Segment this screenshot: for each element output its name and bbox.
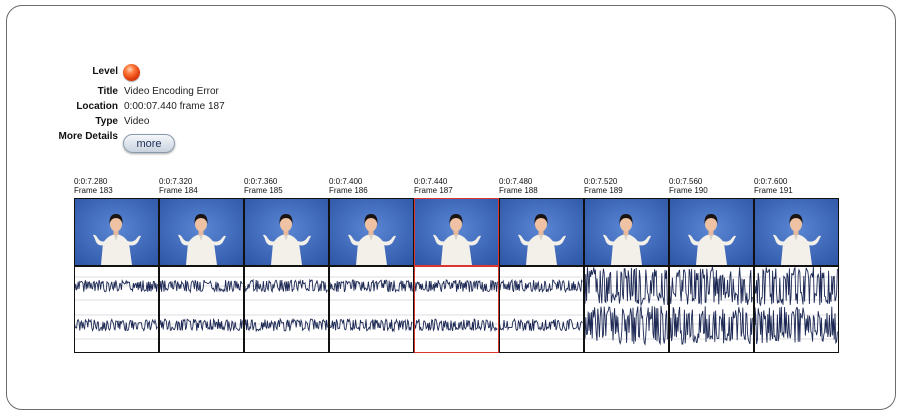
frame-header: 0:0:7.360 Frame 185 — [244, 177, 283, 195]
presenter-frame-image — [75, 199, 158, 265]
frame-header: 0:0:7.440 Frame 187 — [414, 177, 453, 195]
frame-column[interactable]: 0:0:7.600 Frame 191 — [754, 177, 839, 353]
level-label: Level — [92, 66, 118, 77]
frame-header: 0:0:7.480 Frame 188 — [499, 177, 538, 195]
frame-number: Frame 188 — [499, 186, 538, 195]
waveform-graph — [330, 276, 413, 340]
title-row: Title Video Encoding Error — [0, 85, 300, 99]
frame-number: Frame 190 — [669, 186, 708, 195]
frame-number: Frame 183 — [74, 186, 113, 195]
error-level-indicator-icon — [123, 64, 140, 81]
frame-header: 0:0:7.320 Frame 184 — [159, 177, 198, 195]
waveform-graph — [75, 276, 158, 340]
type-label: Type — [95, 116, 118, 127]
frame-timestamp: 0:0:7.520 — [584, 177, 618, 186]
waveform-graph — [755, 267, 838, 345]
frame-timestamp: 0:0:7.400 — [329, 177, 363, 186]
more-details-row: More Details — [0, 130, 300, 144]
frame-timestamp: 0:0:7.440 — [414, 177, 448, 186]
type-value: Video — [124, 116, 150, 127]
presenter-frame-image — [330, 199, 413, 265]
frame-column[interactable]: 0:0:7.400 Frame 186 — [329, 177, 414, 353]
title-label: Title — [97, 86, 118, 97]
type-row: Type Video — [0, 115, 300, 129]
waveform-graph — [670, 267, 753, 345]
frame-thumbnail[interactable] — [159, 198, 244, 266]
waveform-graph — [585, 267, 668, 346]
frame-thumbnail[interactable] — [414, 198, 499, 266]
waveform-graph — [245, 276, 328, 340]
frame-thumbnail[interactable] — [754, 198, 839, 266]
presenter-frame-image — [670, 199, 753, 265]
audio-waveform[interactable] — [159, 266, 244, 353]
frame-thumbnail[interactable] — [669, 198, 754, 266]
audio-waveform[interactable] — [244, 266, 329, 353]
more-details-label: More Details — [58, 131, 118, 142]
frame-timestamp: 0:0:7.600 — [754, 177, 788, 186]
presenter-frame-image — [245, 199, 328, 265]
frame-timestamp: 0:0:7.320 — [159, 177, 193, 186]
presenter-frame-image — [160, 199, 243, 265]
audio-waveform[interactable] — [584, 266, 669, 353]
presenter-frame-image — [500, 199, 583, 265]
frame-thumbnail[interactable] — [74, 198, 159, 266]
level-row: Level — [0, 65, 300, 79]
frame-number: Frame 184 — [159, 186, 198, 195]
frame-header: 0:0:7.560 Frame 190 — [669, 177, 708, 195]
presenter-frame-image — [585, 199, 668, 265]
location-row: Location 0:00:07.440 frame 187 — [0, 100, 300, 114]
location-label: Location — [76, 101, 118, 112]
waveform-graph — [500, 276, 583, 340]
audio-waveform[interactable] — [329, 266, 414, 353]
frame-column[interactable]: 0:0:7.480 Frame 188 — [499, 177, 584, 353]
frame-number: Frame 187 — [414, 186, 453, 195]
frame-column[interactable]: 0:0:7.440 Frame 187 — [414, 177, 499, 353]
frame-column[interactable]: 0:0:7.560 Frame 190 — [669, 177, 754, 353]
frame-timestamp: 0:0:7.560 — [669, 177, 703, 186]
more-button[interactable]: more — [123, 134, 175, 153]
frame-number: Frame 191 — [754, 186, 793, 195]
frame-strip: 0:0:7.280 Frame 183 0:0:7.320 Frame 184 0:0:… — [74, 177, 839, 353]
frame-column[interactable]: 0:0:7.280 Frame 183 — [74, 177, 159, 353]
waveform-graph — [415, 276, 498, 340]
audio-waveform[interactable] — [754, 266, 839, 353]
frame-header: 0:0:7.400 Frame 186 — [329, 177, 368, 195]
frame-column[interactable]: 0:0:7.320 Frame 184 — [159, 177, 244, 353]
audio-waveform[interactable] — [669, 266, 754, 353]
presenter-frame-image — [415, 199, 498, 265]
frame-number: Frame 186 — [329, 186, 368, 195]
frame-thumbnail[interactable] — [584, 198, 669, 266]
frame-header: 0:0:7.600 Frame 191 — [754, 177, 793, 195]
audio-waveform[interactable] — [499, 266, 584, 353]
frame-number: Frame 189 — [584, 186, 623, 195]
frame-thumbnail[interactable] — [244, 198, 329, 266]
frame-timestamp: 0:0:7.360 — [244, 177, 278, 186]
frame-header: 0:0:7.280 Frame 183 — [74, 177, 113, 195]
audio-waveform[interactable] — [414, 266, 499, 353]
title-value: Video Encoding Error — [124, 86, 219, 97]
presenter-frame-image — [755, 199, 838, 265]
waveform-graph — [160, 276, 243, 340]
frame-header: 0:0:7.520 Frame 189 — [584, 177, 623, 195]
location-value: 0:00:07.440 frame 187 — [124, 101, 225, 112]
audio-waveform[interactable] — [74, 266, 159, 353]
frame-number: Frame 185 — [244, 186, 283, 195]
frame-column[interactable]: 0:0:7.360 Frame 185 — [244, 177, 329, 353]
frame-thumbnail[interactable] — [499, 198, 584, 266]
frame-timestamp: 0:0:7.480 — [499, 177, 533, 186]
frame-thumbnail[interactable] — [329, 198, 414, 266]
frame-column[interactable]: 0:0:7.520 Frame 189 — [584, 177, 669, 353]
frame-timestamp: 0:0:7.280 — [74, 177, 108, 186]
